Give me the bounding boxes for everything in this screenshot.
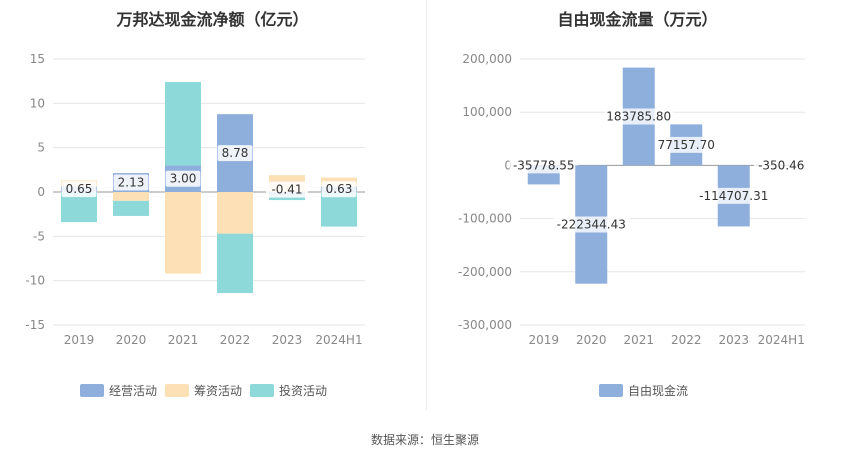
- c2-ytick-label: 0: [504, 158, 512, 172]
- c2-xtick-label: 2019: [528, 333, 559, 347]
- c1-ytick-label: 10: [30, 96, 45, 110]
- c1-xtick-label: 2021: [168, 333, 199, 347]
- chart2-title: 自由现金流量（万元）: [557, 10, 718, 29]
- c1-xtick-label: 2020: [116, 333, 147, 347]
- c1-xtick-label: 2023: [272, 333, 303, 347]
- c2-data-label: -222344.43: [557, 218, 626, 232]
- c1-xtick-label: 2024H1: [315, 333, 362, 347]
- c1-data-label-bg: [266, 181, 308, 198]
- c1-xtick-label: 2019: [64, 333, 95, 347]
- c2-data-label: -35778.55: [513, 158, 575, 172]
- c1-bar-financing: [165, 192, 201, 274]
- c1-legend-swatch-operating: [80, 384, 104, 397]
- c1-ytick-label: 5: [37, 141, 45, 155]
- c1-ytick-label: 0: [37, 185, 45, 199]
- c1-legend-label-financing: 筹资活动: [194, 384, 242, 398]
- c1-bar-investing: [269, 195, 305, 201]
- chart-divider: [426, 0, 427, 410]
- c1-data-label: 3.00: [170, 172, 197, 186]
- c2-xtick-label: 2021: [623, 333, 654, 347]
- c2-xtick-label: 2020: [576, 333, 607, 347]
- c1-data-label-bg: [113, 174, 149, 191]
- c2-xtick-label: 2022: [671, 333, 702, 347]
- c2-ytick-label: -200,000: [458, 265, 512, 279]
- c1-bar-investing: [165, 82, 201, 166]
- c1-ytick-label: -5: [33, 229, 45, 243]
- c1-bar-investing: [321, 192, 357, 227]
- c1-data-label-bg: [61, 181, 97, 198]
- c1-data-label: 0.63: [326, 182, 353, 196]
- c2-data-label-bg: [604, 108, 674, 125]
- c1-legend-label-operating: 经营活动: [109, 384, 157, 398]
- c1-legend-label-investing: 投资活动: [279, 383, 327, 398]
- c1-bar-financing: [217, 192, 253, 234]
- c1-data-label: 8.78: [222, 146, 249, 160]
- c2-ytick-label: -300,000: [458, 318, 512, 332]
- chart1-title: 万邦达现金流净额（亿元）: [116, 10, 309, 29]
- c1-ytick-label: -10: [25, 274, 45, 288]
- c2-legend-label-fcf: 自由现金流: [628, 383, 688, 398]
- c2-xtick-label: 2023: [718, 333, 749, 347]
- c1-ytick-label: -15: [25, 318, 45, 332]
- c2-data-label: 183785.80: [606, 110, 671, 124]
- c2-data-label-bg: [695, 187, 772, 204]
- c2-ytick-label: 200,000: [462, 52, 512, 66]
- c1-bar-financing: [113, 192, 149, 201]
- c2-data-label: -350.46: [758, 158, 804, 172]
- c1-legend-swatch-financing: [165, 384, 189, 397]
- c2-ytick-label: -100,000: [458, 212, 512, 226]
- c1-data-label: 0.65: [66, 182, 93, 196]
- c1-xtick-label: 2022: [220, 333, 251, 347]
- c1-bar-investing: [217, 233, 253, 294]
- c1-legend-swatch-investing: [250, 384, 274, 397]
- c1-data-label-bg: [321, 181, 357, 198]
- c2-data-label-bg: [655, 136, 718, 153]
- c2-data-label-bg: [553, 216, 630, 233]
- c2-data-label-bg: [754, 157, 809, 174]
- c1-data-label: 2.13: [118, 176, 145, 190]
- data-source: 数据来源：恒生聚源: [370, 433, 479, 447]
- c2-data-label: -114707.31: [699, 189, 768, 203]
- c1-bar-investing: [113, 200, 149, 216]
- c2-data-label-bg: [509, 157, 579, 174]
- c1-data-label-bg: [165, 170, 201, 187]
- c2-xtick-label: 2024H1: [758, 333, 805, 347]
- c2-ytick-label: 100,000: [462, 105, 512, 119]
- c1-data-label: -0.41: [271, 183, 302, 197]
- c2-data-label: 77157.70: [658, 138, 715, 152]
- c1-data-label-bg: [217, 145, 253, 162]
- c2-legend-swatch-fcf: [599, 384, 623, 397]
- c1-ytick-label: 15: [30, 52, 45, 66]
